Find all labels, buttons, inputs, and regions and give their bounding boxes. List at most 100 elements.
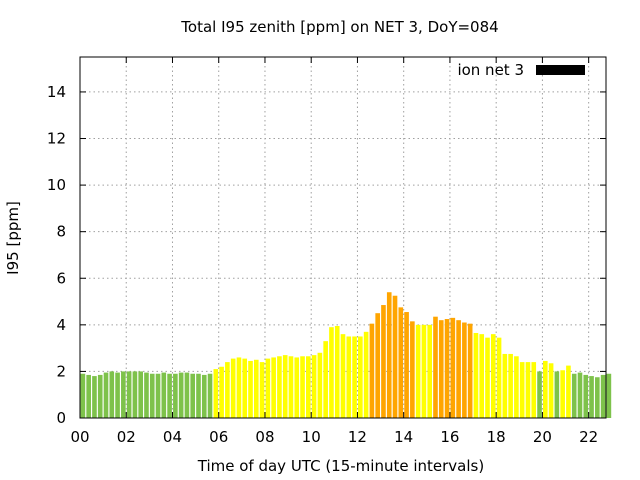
bar [219,366,224,418]
bar [415,324,421,418]
chart-title: Total I95 zenith [ppm] on NET 3, DoY=084 [180,18,498,36]
x-tick-label: 14 [394,428,413,446]
bar [329,327,334,418]
bar [514,356,519,418]
bar [560,370,565,418]
bar [537,371,542,418]
bar [600,374,606,418]
bar [404,312,409,418]
bar [103,372,109,418]
bar [155,373,161,418]
bar [358,336,363,418]
bar [392,295,398,418]
x-tick-label: 02 [117,428,136,446]
bar [381,305,386,418]
bar [300,356,305,418]
bar [201,374,207,418]
x-tick-label: 20 [533,428,552,446]
bar [178,372,184,418]
bar [248,360,253,418]
bar [438,320,444,418]
bar [444,319,450,418]
x-tick-label: 12 [348,428,367,446]
bar [277,356,282,418]
bar [184,372,190,418]
bar [126,371,132,418]
x-tick-label: 18 [487,428,506,446]
legend: ion net 3 [457,61,585,79]
y-tick-label: 12 [47,130,66,148]
bar [531,362,537,418]
bar [259,362,265,418]
bar [433,316,438,418]
bar [525,362,531,418]
bar [450,317,456,418]
bar [132,371,138,418]
bar [566,365,571,418]
y-axis-label: I95 [ppm] [4,201,22,275]
bar [115,372,120,418]
bar [265,358,271,418]
bar [225,362,230,418]
x-axis-label: Time of day UTC (15-minute intervals) [197,457,484,475]
y-tick-label: 6 [56,269,66,287]
bar [253,359,259,418]
y-tick-label: 8 [56,223,66,241]
bar [167,373,172,418]
bar [386,292,392,418]
bar [589,376,594,418]
bar [456,320,461,418]
bar [97,374,103,418]
bar [334,326,340,418]
bar [138,371,143,418]
bar [577,372,583,418]
bar [543,360,548,418]
legend-swatch [536,65,585,75]
bar [230,358,236,418]
x-tick-label: 06 [209,428,228,446]
bar [149,373,155,418]
bar [92,376,97,418]
grid-layer [80,57,606,418]
bar [271,357,276,418]
bar [548,363,554,418]
bar [485,337,490,418]
bar [282,355,288,418]
bar [288,356,294,418]
bar [502,353,508,418]
bar [80,373,86,418]
bar [144,372,149,418]
x-tick-label: 04 [163,428,182,446]
bar [490,334,496,418]
bar [363,331,369,418]
bar [323,341,328,418]
bar [369,323,375,418]
legend-label: ion net 3 [457,61,524,79]
bar [161,372,167,418]
x-tick-label: 16 [440,428,459,446]
bar [196,373,201,418]
bar [207,373,213,418]
bar [346,336,352,418]
y-tick-label: 14 [47,83,66,101]
bar [496,337,502,418]
bar [467,323,473,418]
bar [352,336,357,418]
bar [595,377,600,418]
y-tick-label: 2 [56,362,66,380]
bar [462,322,467,418]
bar [519,362,525,418]
x-tick-label: 10 [302,428,321,446]
bar [213,369,219,418]
y-tick-label: 4 [56,316,66,334]
bars-layer [80,292,612,418]
y-tick-label: 0 [56,409,66,427]
x-tick-label: 22 [579,428,598,446]
bar [571,373,577,418]
bar [236,357,242,418]
bar [421,324,427,418]
bar [340,334,346,418]
bar [508,353,513,418]
